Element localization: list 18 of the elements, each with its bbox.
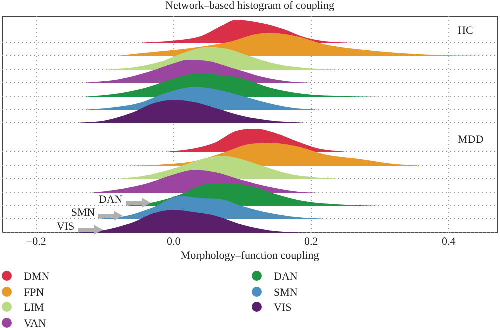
x-tick-label: 0.2 [304,236,318,248]
legend-label: DMN [24,271,50,283]
series-label: SMN [71,207,96,220]
legend-label: VIS [274,302,292,314]
legend-label: LIM [24,302,44,314]
legend-label: VAN [24,318,46,328]
series-label: DAN [98,194,123,206]
x-tick-label: 0.4 [442,236,456,248]
x-tick-label: −0.2 [26,236,46,248]
legend-label: FPN [24,286,44,298]
x-axis-title: Morphology–function coupling [180,250,320,262]
annotation: HC [458,25,474,37]
annotation: MDD [458,134,484,146]
legend-label: SMN [274,286,298,298]
x-tick-label: 0.0 [167,236,182,248]
legend-label: DAN [274,271,298,283]
series-label: VIS [56,220,75,233]
chart-title: Network–based histogram of coupling [164,0,336,12]
